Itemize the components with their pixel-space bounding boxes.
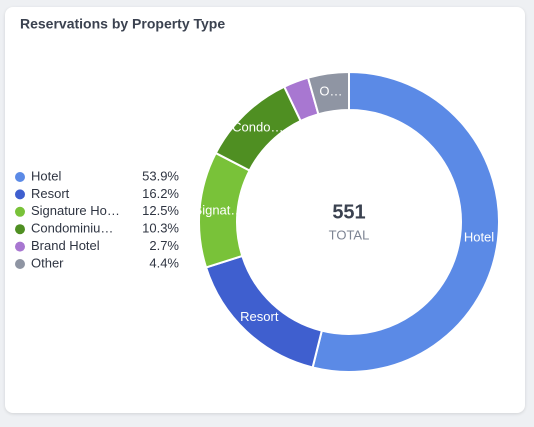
legend-value: 12.5% — [142, 203, 179, 218]
total-value: 551 — [332, 201, 365, 223]
chart-title: Reservations by Property Type — [20, 16, 225, 32]
legend-value: 16.2% — [142, 186, 179, 201]
legend-label: Resort — [31, 186, 70, 201]
legend-value: 10.3% — [142, 221, 179, 236]
total-label: TOTAL — [329, 227, 370, 242]
legend-value: 4.4% — [149, 255, 179, 270]
legend-label: Other — [31, 255, 64, 270]
legend-label: Brand Hotel — [31, 238, 100, 253]
legend-dot — [15, 259, 25, 269]
legend-label: Hotel — [31, 168, 61, 183]
legend-value: 53.9% — [142, 168, 179, 183]
slice-label: Signat… — [194, 202, 244, 217]
slice-label: O… — [319, 84, 342, 99]
slice — [306, 70, 350, 116]
slice-label: Condo… — [232, 119, 283, 134]
legend-value: 2.7% — [149, 238, 179, 253]
legend-dot — [15, 189, 25, 200]
slice-label: Resort — [240, 309, 279, 324]
legend-dot — [15, 172, 25, 182]
legend-label: Signature Ho… — [31, 203, 120, 218]
legend-dot — [15, 206, 25, 217]
legend-label: Condominiu… — [31, 221, 113, 236]
legend-dot — [15, 224, 25, 235]
slice — [311, 70, 500, 373]
legend-dot — [15, 241, 25, 252]
slice-label: Hotel — [464, 229, 494, 244]
